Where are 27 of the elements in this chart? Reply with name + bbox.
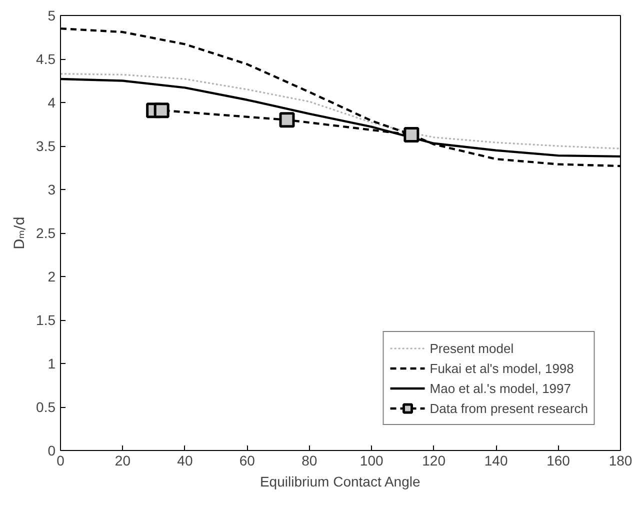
y-tick-label: 1 — [48, 356, 56, 372]
y-tick-label: 2 — [48, 268, 56, 284]
y-axis-title: Dₘ/d — [12, 216, 28, 250]
y-tick-label: 3.5 — [36, 138, 56, 154]
x-tick-label: 20 — [114, 452, 131, 468]
legend-label: Present model — [430, 340, 514, 356]
y-tick-label: 4.5 — [36, 51, 56, 67]
legend-label: Data from present research — [430, 400, 588, 416]
x-tick-label: 60 — [239, 452, 256, 468]
x-tick-label: 80 — [302, 452, 318, 468]
legend-label: Fukai et al's model, 1998 — [430, 360, 574, 376]
x-tick-label: 120 — [422, 452, 446, 468]
x-tick-label: 180 — [608, 452, 632, 468]
x-axis-title: Equilibrium Contact Angle — [260, 474, 420, 490]
y-tick-label: 0 — [48, 442, 56, 458]
y-tick-label: 5 — [48, 8, 56, 24]
x-tick-label: 160 — [546, 452, 570, 468]
y-tick-label: 1.5 — [36, 312, 56, 328]
x-tick-label: 140 — [484, 452, 508, 468]
y-tick-label: 3 — [48, 182, 56, 198]
y-tick-label: 2.5 — [36, 225, 56, 241]
x-tick-label: 40 — [177, 452, 193, 468]
x-tick-label: 100 — [360, 452, 384, 468]
line-series — [60, 72, 620, 150]
legend-label: Mao et al.'s model, 1997 — [430, 380, 571, 396]
y-tick-label: 0.5 — [36, 399, 56, 415]
y-tick-label: 4 — [48, 94, 56, 110]
